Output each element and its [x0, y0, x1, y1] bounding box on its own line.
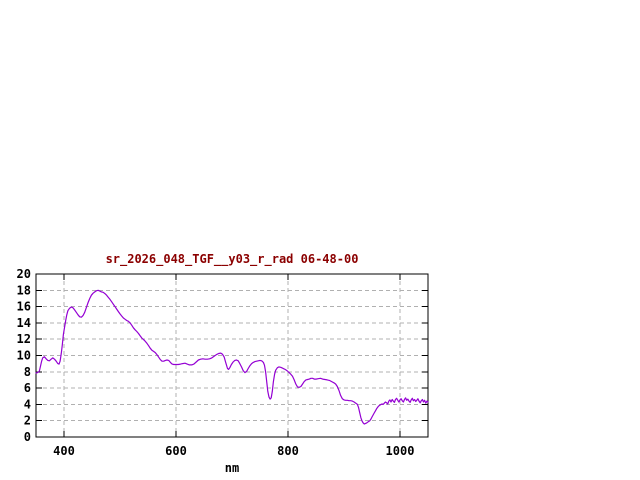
x-tick-label: 1000: [386, 444, 415, 458]
y-tick-label: 18: [17, 283, 31, 297]
y-tick-label: 16: [17, 300, 31, 314]
y-tick-label: 12: [17, 332, 31, 346]
x-tick-label: 800: [277, 444, 299, 458]
y-tick-label: 6: [24, 381, 31, 395]
y-tick-label: 20: [17, 267, 31, 281]
y-tick-label: 2: [24, 414, 31, 428]
y-tick-label: 10: [17, 349, 31, 363]
tick-layer: [36, 273, 428, 438]
y-tick-label: 8: [24, 365, 31, 379]
chart-title: sr_2026_048_TGF__y03_r_rad 06-48-00: [106, 252, 359, 267]
y-tick-label: 4: [24, 397, 31, 411]
spectrum-data-line: [35, 289, 429, 425]
plot-frame: [35, 273, 429, 438]
grid-layer: [36, 274, 428, 437]
axis-tick-labels: 400 600 800 1000 0 2 4 6 8 10 12 14 16 18 20: [17, 267, 415, 458]
x-tick-label: 600: [165, 444, 187, 458]
x-tick-label: 400: [53, 444, 75, 458]
x-axis-label: nm: [225, 461, 239, 475]
y-tick-label: 14: [17, 316, 31, 330]
y-tick-label: 0: [24, 430, 31, 444]
